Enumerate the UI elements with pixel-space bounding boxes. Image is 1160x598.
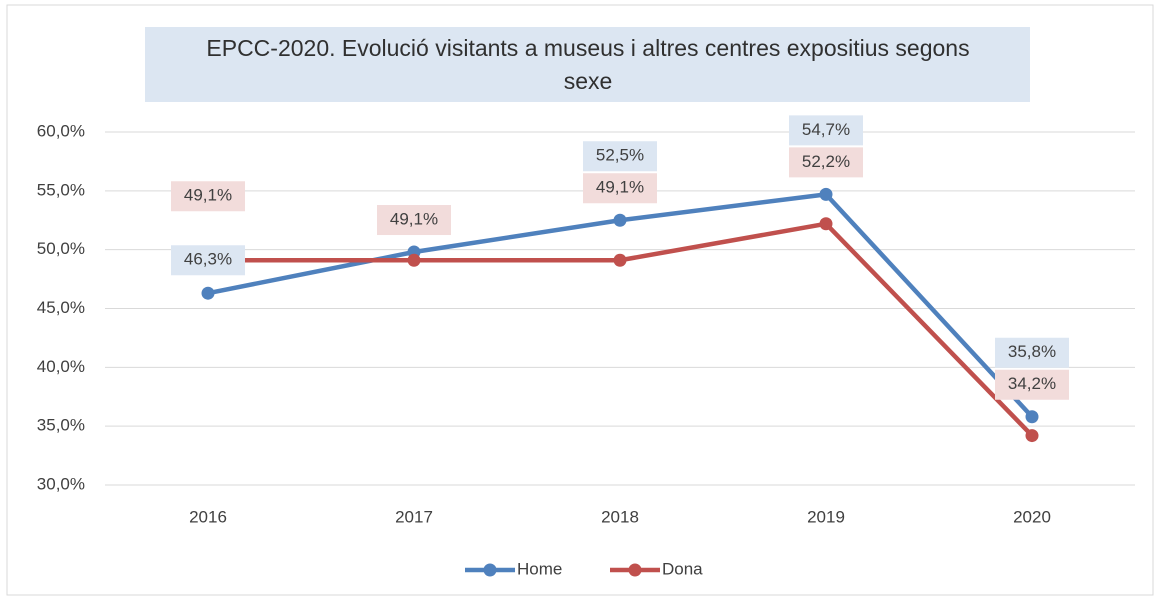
point [1025, 429, 1039, 443]
y-tick-label: 40,0% [37, 357, 85, 376]
data-label: 46,3% [184, 250, 232, 269]
y-tick-label: 50,0% [37, 239, 85, 258]
y-tick-label: 45,0% [37, 298, 85, 317]
data-label-box [995, 369, 1069, 400]
data-label: 52,2% [802, 152, 850, 171]
data-label-box [377, 205, 451, 236]
data-label-box [789, 115, 863, 146]
data-label-box [995, 337, 1069, 368]
chart-border [6, 4, 1154, 596]
chart-title: EPCC-2020. Evolució visitants a museus i… [206, 35, 969, 61]
data-label-box [789, 147, 863, 178]
data-label: 49,1% [390, 210, 438, 229]
data-label: 35,8% [1008, 342, 1056, 361]
data-label-box [583, 141, 657, 172]
x-tick-label: 2017 [395, 507, 433, 526]
point [201, 286, 215, 300]
data-label-box [583, 173, 657, 204]
point [1025, 410, 1039, 424]
x-tick-label: 2018 [601, 507, 639, 526]
data-label: 34,2% [1008, 374, 1056, 393]
legend-label: Dona [662, 559, 703, 578]
x-tick-label: 2020 [1013, 507, 1051, 526]
point [613, 213, 627, 227]
point [613, 253, 627, 267]
point [819, 187, 833, 201]
data-label: 49,1% [596, 178, 644, 197]
legend-label: Home [517, 559, 562, 578]
data-label-box [171, 245, 245, 276]
point [407, 253, 421, 267]
y-tick-label: 35,0% [37, 416, 85, 435]
x-tick-label: 2016 [189, 507, 227, 526]
y-tick-label: 55,0% [37, 180, 85, 199]
chart-title: sexe [564, 68, 613, 94]
y-tick-label: 60,0% [37, 121, 85, 140]
data-label: 52,5% [596, 146, 644, 165]
data-label: 49,1% [184, 186, 232, 205]
title-box [145, 27, 1030, 102]
data-label: 54,7% [802, 120, 850, 139]
legend-marker [483, 563, 497, 577]
data-label-box [171, 181, 245, 212]
legend-marker [628, 563, 642, 577]
y-tick-label: 30,0% [37, 474, 85, 493]
x-tick-label: 2019 [807, 507, 845, 526]
point [819, 217, 833, 231]
